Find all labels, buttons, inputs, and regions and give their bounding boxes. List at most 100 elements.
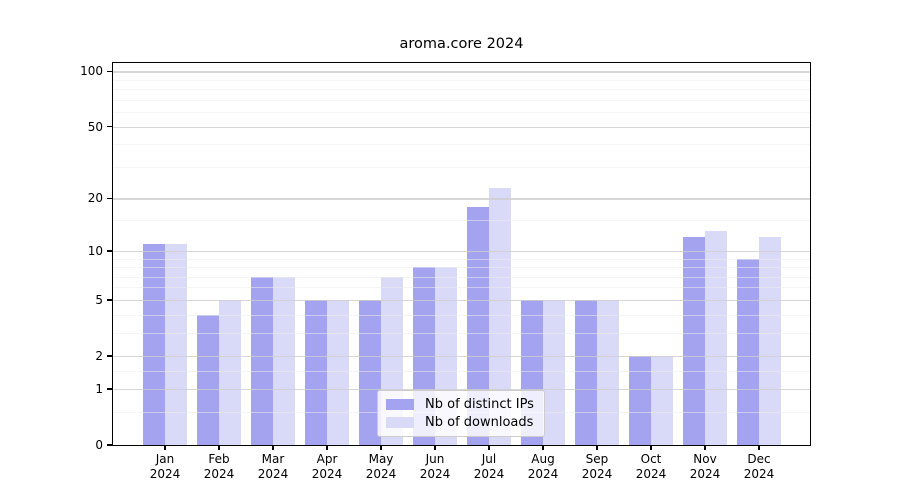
x-axis-tick bbox=[704, 445, 706, 450]
bar-distinct-ips bbox=[305, 299, 327, 445]
legend: Nb of distinct IPs Nb of downloads bbox=[377, 390, 545, 437]
y-axis-label: 100 bbox=[80, 64, 103, 79]
y-axis-label: 2 bbox=[95, 349, 103, 364]
bar-downloads bbox=[219, 299, 241, 445]
y-axis-tick bbox=[107, 197, 112, 200]
y-axis-label: 1 bbox=[95, 381, 103, 396]
bar-distinct-ips bbox=[467, 206, 489, 445]
bar-downloads bbox=[543, 299, 565, 445]
x-axis-label: Oct 2024 bbox=[636, 452, 667, 482]
bar-downloads bbox=[273, 276, 295, 445]
x-axis-label-month: Oct bbox=[640, 452, 662, 466]
x-axis-label-month: Jun bbox=[425, 452, 445, 466]
x-axis-tick bbox=[434, 445, 436, 450]
legend-swatch-distinct-ips bbox=[386, 399, 414, 410]
x-axis-label: Jul 2024 bbox=[474, 452, 505, 482]
x-axis-label: Nov 2024 bbox=[690, 452, 721, 482]
x-axis-label-year: 2024 bbox=[365, 467, 397, 481]
bar-distinct-ips bbox=[575, 299, 597, 445]
grid-line-major bbox=[113, 71, 810, 73]
grid-line-minor bbox=[113, 79, 810, 81]
x-axis-tick bbox=[380, 445, 382, 450]
x-axis-label-year: 2024 bbox=[311, 467, 343, 481]
x-axis-label: Dec 2024 bbox=[744, 452, 775, 482]
bar-downloads bbox=[759, 237, 781, 445]
x-axis-label-month: Jul bbox=[481, 452, 497, 466]
y-axis-label: 10 bbox=[87, 243, 103, 258]
x-axis-label-month: Apr bbox=[316, 452, 338, 466]
grid-line-major bbox=[113, 250, 810, 253]
grid-line-minor bbox=[113, 166, 810, 168]
x-axis-label: Feb 2024 bbox=[204, 452, 235, 482]
x-axis-tick bbox=[488, 445, 490, 450]
legend-label: Nb of downloads bbox=[425, 414, 534, 430]
x-axis-label-year: 2024 bbox=[689, 467, 721, 481]
bar-distinct-ips bbox=[251, 276, 273, 445]
grid-line-minor bbox=[113, 144, 810, 146]
grid-line-minor bbox=[113, 89, 810, 91]
grid-line-minor bbox=[113, 370, 810, 372]
bar-distinct-ips bbox=[197, 314, 219, 445]
x-axis-label-year: 2024 bbox=[473, 467, 505, 481]
bar-downloads bbox=[165, 243, 187, 445]
grid-line-minor bbox=[113, 112, 810, 114]
grid-line-minor bbox=[113, 258, 810, 260]
x-axis-tick bbox=[272, 445, 274, 450]
bar-downloads bbox=[705, 231, 727, 445]
x-axis-label-month: May bbox=[368, 452, 394, 466]
x-axis-label: Mar 2024 bbox=[258, 452, 289, 482]
grid-line-minor bbox=[113, 332, 810, 334]
grid-line-minor bbox=[113, 99, 810, 101]
x-axis-tick bbox=[218, 445, 220, 450]
chart-title: aroma.core 2024 bbox=[399, 36, 524, 52]
x-axis-tick bbox=[542, 445, 544, 450]
x-axis-tick bbox=[164, 445, 166, 450]
plot-area bbox=[113, 63, 810, 445]
bar-distinct-ips bbox=[629, 356, 651, 445]
y-axis-tick bbox=[107, 388, 112, 390]
x-axis-label-month: Jan bbox=[155, 452, 175, 466]
bar-downloads bbox=[327, 299, 349, 445]
y-axis-label: 0 bbox=[95, 438, 103, 452]
x-axis-label-month: Mar bbox=[261, 452, 285, 466]
legend-label: Nb of distinct IPs bbox=[425, 396, 534, 412]
legend-row: Nb of distinct IPs bbox=[386, 396, 536, 412]
x-axis-label-month: Feb bbox=[208, 452, 230, 466]
y-axis-tick bbox=[107, 250, 112, 252]
grid-line-major bbox=[113, 198, 810, 200]
x-axis-tick bbox=[650, 445, 652, 450]
y-axis-label: 5 bbox=[95, 292, 103, 307]
bar-distinct-ips bbox=[737, 258, 759, 445]
legend-swatch-downloads bbox=[386, 417, 414, 428]
x-axis-label-month: Nov bbox=[693, 452, 717, 466]
x-axis-label-month: Sep bbox=[585, 452, 609, 466]
x-axis-tick bbox=[758, 445, 760, 450]
x-axis-label-year: 2024 bbox=[581, 467, 613, 481]
bar-downloads bbox=[651, 356, 673, 445]
grid-line-major bbox=[113, 126, 810, 128]
y-axis-tick bbox=[107, 299, 112, 301]
bar-distinct-ips bbox=[683, 237, 705, 445]
x-axis-label: Jan 2024 bbox=[150, 452, 181, 482]
grid-line-minor bbox=[113, 314, 810, 316]
y-axis-tick bbox=[107, 355, 112, 357]
x-axis-label-year: 2024 bbox=[527, 467, 559, 481]
x-axis-label: May 2024 bbox=[366, 452, 397, 482]
grid-line-minor bbox=[113, 276, 810, 278]
bar-distinct-ips bbox=[143, 243, 165, 445]
legend-row: Nb of downloads bbox=[386, 414, 536, 430]
y-axis-tick bbox=[107, 125, 112, 128]
y-axis-tick bbox=[107, 444, 112, 446]
x-axis-label: Apr 2024 bbox=[312, 452, 343, 482]
grid-line-minor bbox=[113, 267, 810, 269]
y-axis-label: 20 bbox=[87, 191, 103, 206]
x-axis-label-year: 2024 bbox=[149, 467, 181, 481]
x-axis-tick bbox=[326, 445, 328, 450]
x-axis-label-year: 2024 bbox=[419, 467, 451, 481]
grid-line-major bbox=[113, 356, 810, 358]
x-axis-label-month: Dec bbox=[747, 452, 771, 466]
x-axis-label: Jun 2024 bbox=[420, 452, 451, 482]
bar-downloads bbox=[597, 299, 619, 445]
grid-line-minor bbox=[113, 287, 810, 289]
